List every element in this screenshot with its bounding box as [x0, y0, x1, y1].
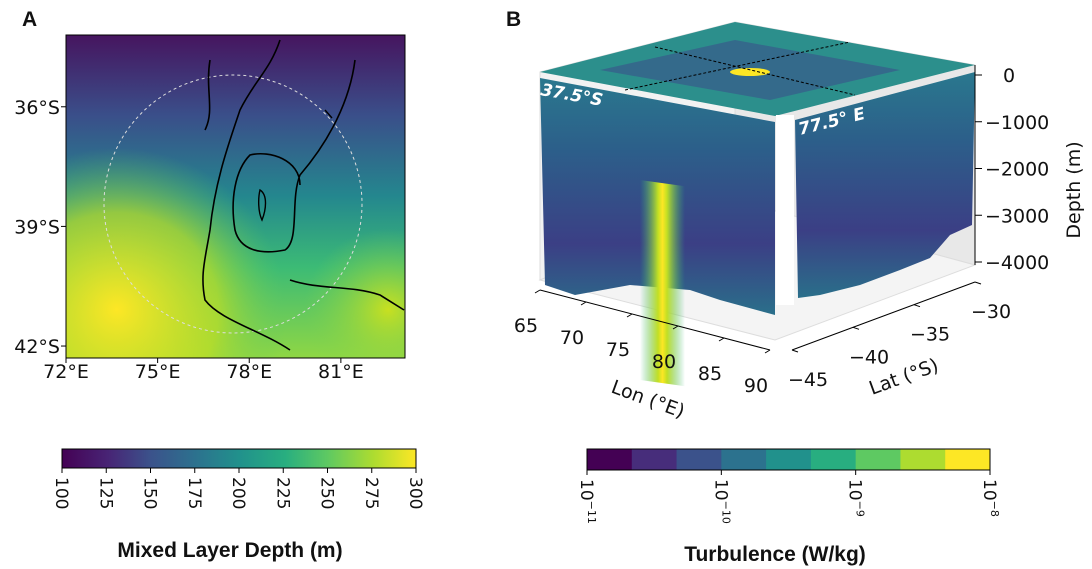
- z-tick-label: −1000: [985, 112, 1049, 134]
- colorbar-frame: [586, 448, 991, 471]
- colorbar-bin: [810, 449, 857, 470]
- colorbar-tick-label: 175: [184, 477, 204, 509]
- y-tick-label: −45: [788, 369, 828, 391]
- x-tick-label: 78°E: [226, 361, 272, 383]
- y-tick-label: −30: [971, 301, 1011, 323]
- tick-mark: [791, 349, 799, 353]
- colorbar-bin: [945, 449, 991, 470]
- y-tick-label: 39°S: [14, 216, 60, 238]
- colorbar-tick-label: 100: [51, 477, 71, 509]
- tick-exponent: −9: [854, 501, 867, 517]
- tick-base: 10: [979, 479, 999, 501]
- z-tick-label: −2000: [985, 159, 1049, 181]
- 3d-plot: 37.5°S 77.5° E: [538, 21, 977, 387]
- colorbar-bin: [631, 449, 678, 470]
- panel-label: A: [22, 8, 37, 31]
- colorbar-tick-label: 225: [272, 477, 292, 509]
- map: [65, 34, 406, 359]
- tick-exponent: −8: [988, 501, 1001, 517]
- colorbar-tick-label: 300: [405, 477, 425, 509]
- panel-label: B: [506, 8, 521, 31]
- tick-mark: [852, 326, 860, 330]
- tick-mark: [580, 301, 587, 306]
- x-tick-label: 80: [652, 351, 676, 373]
- colorbar-tick-label: 10−9: [845, 479, 867, 517]
- x-tick-label: 75: [606, 339, 630, 361]
- tick-base: 10: [576, 479, 596, 501]
- x-tick-label: 72°E: [43, 361, 89, 383]
- axis-label: Depth (m): [1063, 141, 1085, 238]
- x-tick-label: 85: [698, 363, 722, 385]
- tick-base: 10: [845, 479, 865, 501]
- y-tick-label: −35: [910, 324, 950, 346]
- colorbar-bin: [766, 449, 812, 470]
- colorbar-tick-label: 200: [228, 477, 248, 509]
- colorbar-bin: [676, 449, 722, 470]
- z-tick-label: −4000: [985, 252, 1049, 274]
- colorbar-bin: [587, 449, 633, 470]
- x-tick-label: 81°E: [318, 361, 364, 383]
- tick-mark: [764, 349, 771, 354]
- colorbar-tick-label: 10−8: [979, 479, 1001, 517]
- colorbar-tick-label: 150: [140, 477, 160, 509]
- tick-mark: [672, 325, 679, 330]
- tick-mark: [913, 304, 921, 308]
- colorbar: [61, 448, 417, 469]
- colorbar-tick-label: 10−10: [710, 479, 732, 524]
- colorbar-label: Mixed Layer Depth (m): [117, 539, 342, 562]
- tick-mark: [626, 313, 633, 318]
- y-tick-label: 36°S: [14, 97, 60, 119]
- tick-base: 10: [710, 479, 730, 501]
- tick-exponent: −10: [719, 501, 732, 524]
- tick-mark: [974, 281, 982, 285]
- x-tick-label: 65: [514, 315, 538, 337]
- colorbar-tick-label: 10−11: [576, 479, 598, 524]
- x-tick-label: 70: [560, 327, 584, 349]
- colorbar-tick-label: 125: [95, 477, 115, 509]
- z-tick-label: −3000: [985, 205, 1049, 227]
- tick-mark: [534, 289, 541, 294]
- tick-exponent: −11: [585, 501, 598, 524]
- colorbar-bin: [855, 449, 901, 470]
- x-tick-label: 90: [744, 375, 768, 397]
- colorbar-tick-label: 275: [361, 477, 381, 509]
- x-tick-label: 75°E: [135, 361, 181, 383]
- tick-mark: [718, 337, 725, 342]
- colorbar-bin: [721, 449, 767, 470]
- colorbar-bin: [900, 449, 946, 470]
- colorbar-tick-label: 250: [317, 477, 337, 509]
- z-tick-label: 0: [1003, 65, 1015, 87]
- y-tick-label: 42°S: [14, 336, 60, 358]
- y-tick-label: −40: [849, 346, 889, 368]
- colorbar-label: Turbulence (W/kg): [684, 543, 866, 566]
